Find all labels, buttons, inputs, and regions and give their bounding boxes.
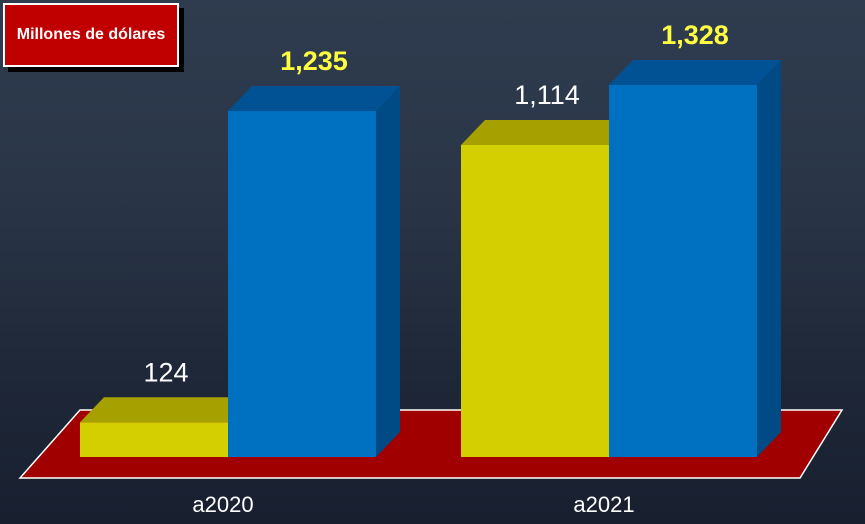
bar-a2021-1 — [461, 144, 609, 457]
bar-side-a2020-2 — [376, 86, 400, 457]
data-label-a2020-2: 1,235 — [280, 46, 348, 76]
unit-label: Millones de dólares — [16, 26, 166, 43]
x-tick-label-a2021: a2021 — [573, 492, 634, 517]
bar-a2020-2 — [228, 111, 376, 457]
data-label-a2021-1: 1,114 — [514, 80, 580, 110]
bar-top-a2021-1 — [461, 119, 633, 145]
bar-a2021-2 — [609, 85, 757, 457]
bar-side-a2021-2 — [757, 60, 781, 457]
bar-top-a2020-1 — [80, 397, 252, 423]
bar-top-a2020-2 — [228, 86, 400, 112]
bar-top-a2021-2 — [609, 60, 781, 85]
data-label-a2020-1: 124 — [143, 357, 188, 387]
data-label-a2021-2: 1,328 — [661, 20, 729, 50]
bar-a2020-1 — [80, 422, 228, 457]
unit-label-box: Millones de dólares — [3, 3, 179, 67]
x-tick-label-a2020: a2020 — [192, 492, 253, 517]
